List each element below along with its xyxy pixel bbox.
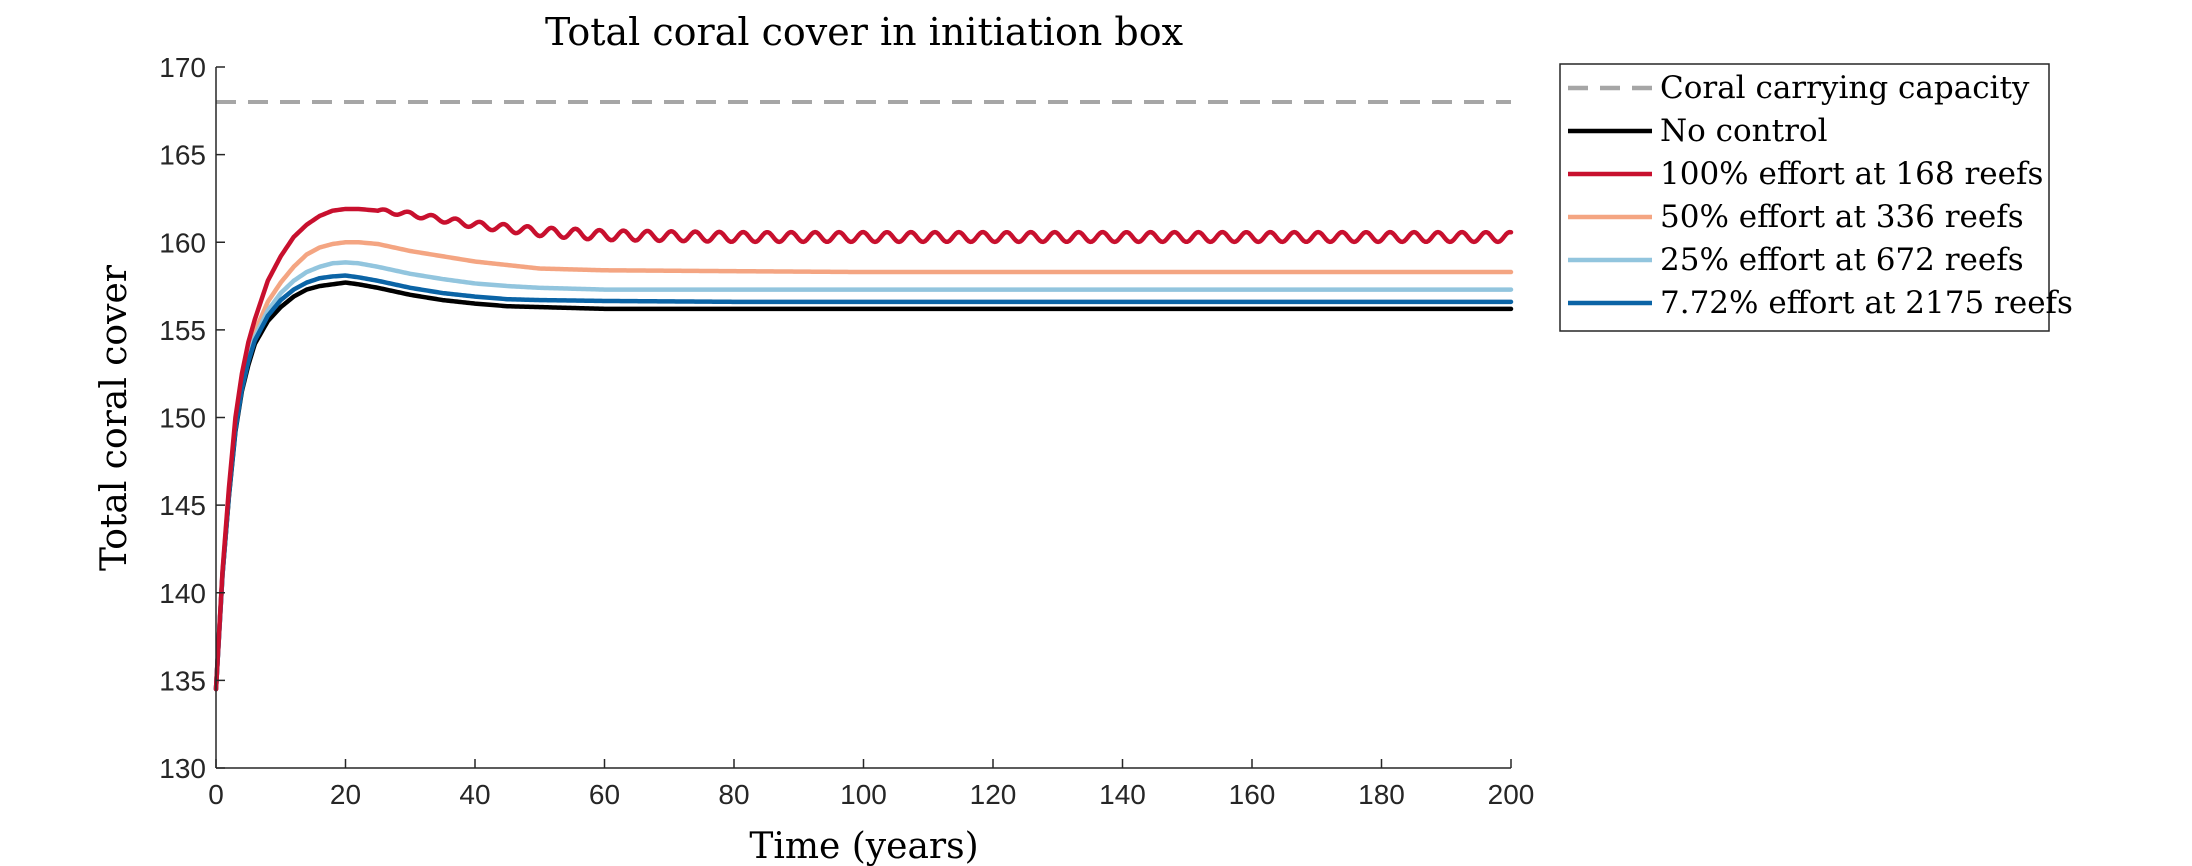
y-tick-label: 145 — [159, 490, 206, 521]
y-axis-title: Total coral cover — [94, 264, 135, 571]
x-tick-label: 120 — [970, 779, 1017, 810]
legend-label: Coral carrying capacity — [1660, 70, 2030, 106]
x-tick-label: 60 — [589, 779, 620, 810]
x-tick-label: 100 — [840, 779, 887, 810]
y-tick-label: 155 — [159, 315, 206, 346]
y-tick-label: 150 — [159, 403, 206, 434]
y-tick-label: 135 — [159, 665, 206, 696]
x-tick-label: 20 — [330, 779, 361, 810]
legend-box — [1559, 63, 2050, 332]
legend-label: 100% effort at 168 reefs — [1660, 156, 2043, 192]
y-tick-label: 170 — [159, 52, 206, 83]
x-tick-label: 0 — [208, 779, 224, 810]
x-tick-label: 160 — [1229, 779, 1276, 810]
y-tick-label: 130 — [159, 753, 206, 784]
series-line-2 — [213, 206, 1514, 692]
legend-label: 25% effort at 672 reefs — [1660, 242, 2024, 278]
series-line-5 — [213, 273, 1514, 692]
x-tick-label: 80 — [718, 779, 749, 810]
series-line-1 — [213, 280, 1514, 692]
legend-label: 7.72% effort at 2175 reefs — [1660, 285, 2073, 321]
y-tick-label: 160 — [159, 227, 206, 258]
x-tick-label: 180 — [1358, 779, 1405, 810]
plot-area: 0 20 40 60 80 100 120 140 160 180 200 130 135 140 145… — [159, 52, 1534, 810]
x-tick-label: 40 — [459, 779, 490, 810]
legend-label: 50% effort at 336 reefs — [1660, 199, 2024, 235]
series-line-3 — [213, 240, 1514, 692]
y-tick-label: 165 — [159, 140, 206, 171]
legend-label: No control — [1660, 113, 1828, 149]
y-tick-label: 140 — [159, 578, 206, 609]
series-line-4 — [213, 260, 1514, 692]
legend-items: Coral carrying capacity No control 100% ef… — [1568, 70, 2073, 321]
x-tick-label: 200 — [1488, 779, 1535, 810]
y-ticks: 130 135 140 145 150 155 160 165 170 — [159, 52, 225, 784]
legend: Coral carrying capacity No control 100% ef… — [1559, 63, 2073, 332]
x-axis-title: Time (years) — [749, 826, 978, 866]
series-layer — [213, 100, 1514, 692]
x-tick-label: 140 — [1099, 779, 1146, 810]
x-ticks: 0 20 40 60 80 100 120 140 160 180 200 — [208, 759, 1534, 810]
chart-title: Total coral cover in initiation box — [545, 10, 1183, 54]
